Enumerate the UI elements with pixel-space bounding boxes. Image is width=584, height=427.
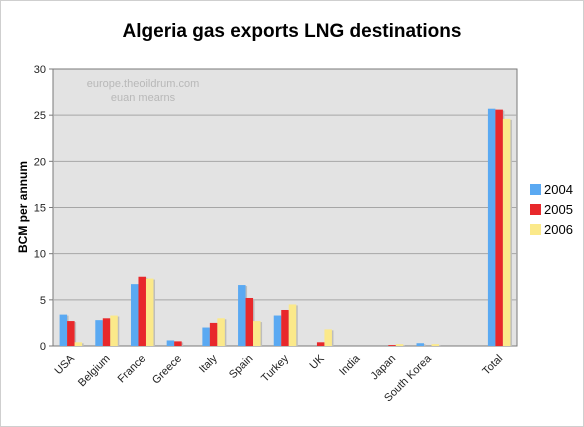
bar-2005-0: [67, 321, 75, 346]
bar-2004-3: [166, 340, 175, 346]
x-tick-label: Greece: [150, 353, 184, 387]
x-axis-tick-labels: USA Belgium France Greece Italy Spain Turkey UK…: [52, 352, 505, 404]
bar-2006-5: [253, 321, 261, 346]
chart-title: Algeria gas exports LNG destinations: [123, 21, 462, 42]
legend: 2004 2005 2006: [530, 182, 573, 237]
bar-2005-12: [495, 109, 503, 346]
grid-lines: [53, 114, 517, 301]
bar-2004-2: [130, 284, 139, 346]
legend-swatch-2006: [530, 224, 541, 235]
y-tick-label: 0: [40, 341, 46, 353]
bar-2006-0: [74, 342, 83, 346]
x-tick-label: Turkey: [259, 352, 291, 384]
watermark-line-1: europe.theoildrum.com: [87, 78, 200, 90]
bar-2006-12: [502, 118, 511, 346]
bar-2006-2: [145, 278, 154, 346]
y-tick-label: 30: [34, 64, 46, 76]
x-tick-label: UK: [308, 352, 328, 372]
bar-2004-12: [487, 108, 496, 346]
legend-label-2005: 2005: [544, 202, 573, 217]
bar-2006-9: [395, 344, 404, 346]
x-tick-label: Japan: [369, 353, 399, 383]
legend-label-2006: 2006: [544, 222, 573, 237]
bar-2004-5: [238, 285, 246, 346]
bar-2005-5: [245, 297, 254, 346]
bar-2004-10: [416, 343, 425, 346]
x-tick-label: France: [116, 353, 149, 386]
y-tick-label: 5: [40, 295, 46, 307]
bar-2004-4: [202, 327, 210, 346]
bar-2005-4: [209, 322, 218, 346]
bar-2006-4: [217, 318, 225, 346]
bar-2005-2: [138, 276, 146, 346]
bars: [59, 108, 512, 346]
bar-2004-0: [59, 314, 68, 346]
bar-2006-7: [324, 329, 332, 346]
bar-2005-9: [388, 345, 396, 346]
x-tick-label: Spain: [227, 353, 255, 381]
y-tick-label: 25: [34, 110, 46, 122]
y-axis-label: BCM per annum: [16, 161, 30, 253]
bar-2005-6: [281, 309, 289, 346]
x-tick-label: India: [337, 352, 363, 378]
x-tick-label: Italy: [197, 352, 220, 375]
bar-2006-6: [288, 304, 297, 346]
bar-2004-6: [273, 315, 282, 346]
x-tick-label: Total: [480, 353, 505, 378]
bar-2006-1: [110, 315, 118, 346]
x-tick-label: Belgium: [76, 353, 113, 390]
bar-2006-10: [431, 344, 440, 346]
bar-2004-1: [95, 320, 103, 346]
y-tick-label: 20: [34, 156, 46, 168]
legend-swatch-2004: [530, 184, 541, 195]
bar-2005-1: [102, 318, 111, 346]
x-tick-label: USA: [52, 352, 77, 377]
bar-2005-7: [316, 342, 325, 346]
bar-2005-3: [174, 341, 182, 346]
y-tick-label: 15: [34, 203, 46, 215]
y-axis-ticks: 0 5 10 15 20 25 30: [34, 64, 53, 353]
watermark-line-2: euan mearns: [111, 92, 176, 104]
legend-label-2004: 2004: [544, 182, 573, 197]
y-tick-label: 10: [34, 249, 46, 261]
legend-swatch-2005: [530, 204, 541, 215]
